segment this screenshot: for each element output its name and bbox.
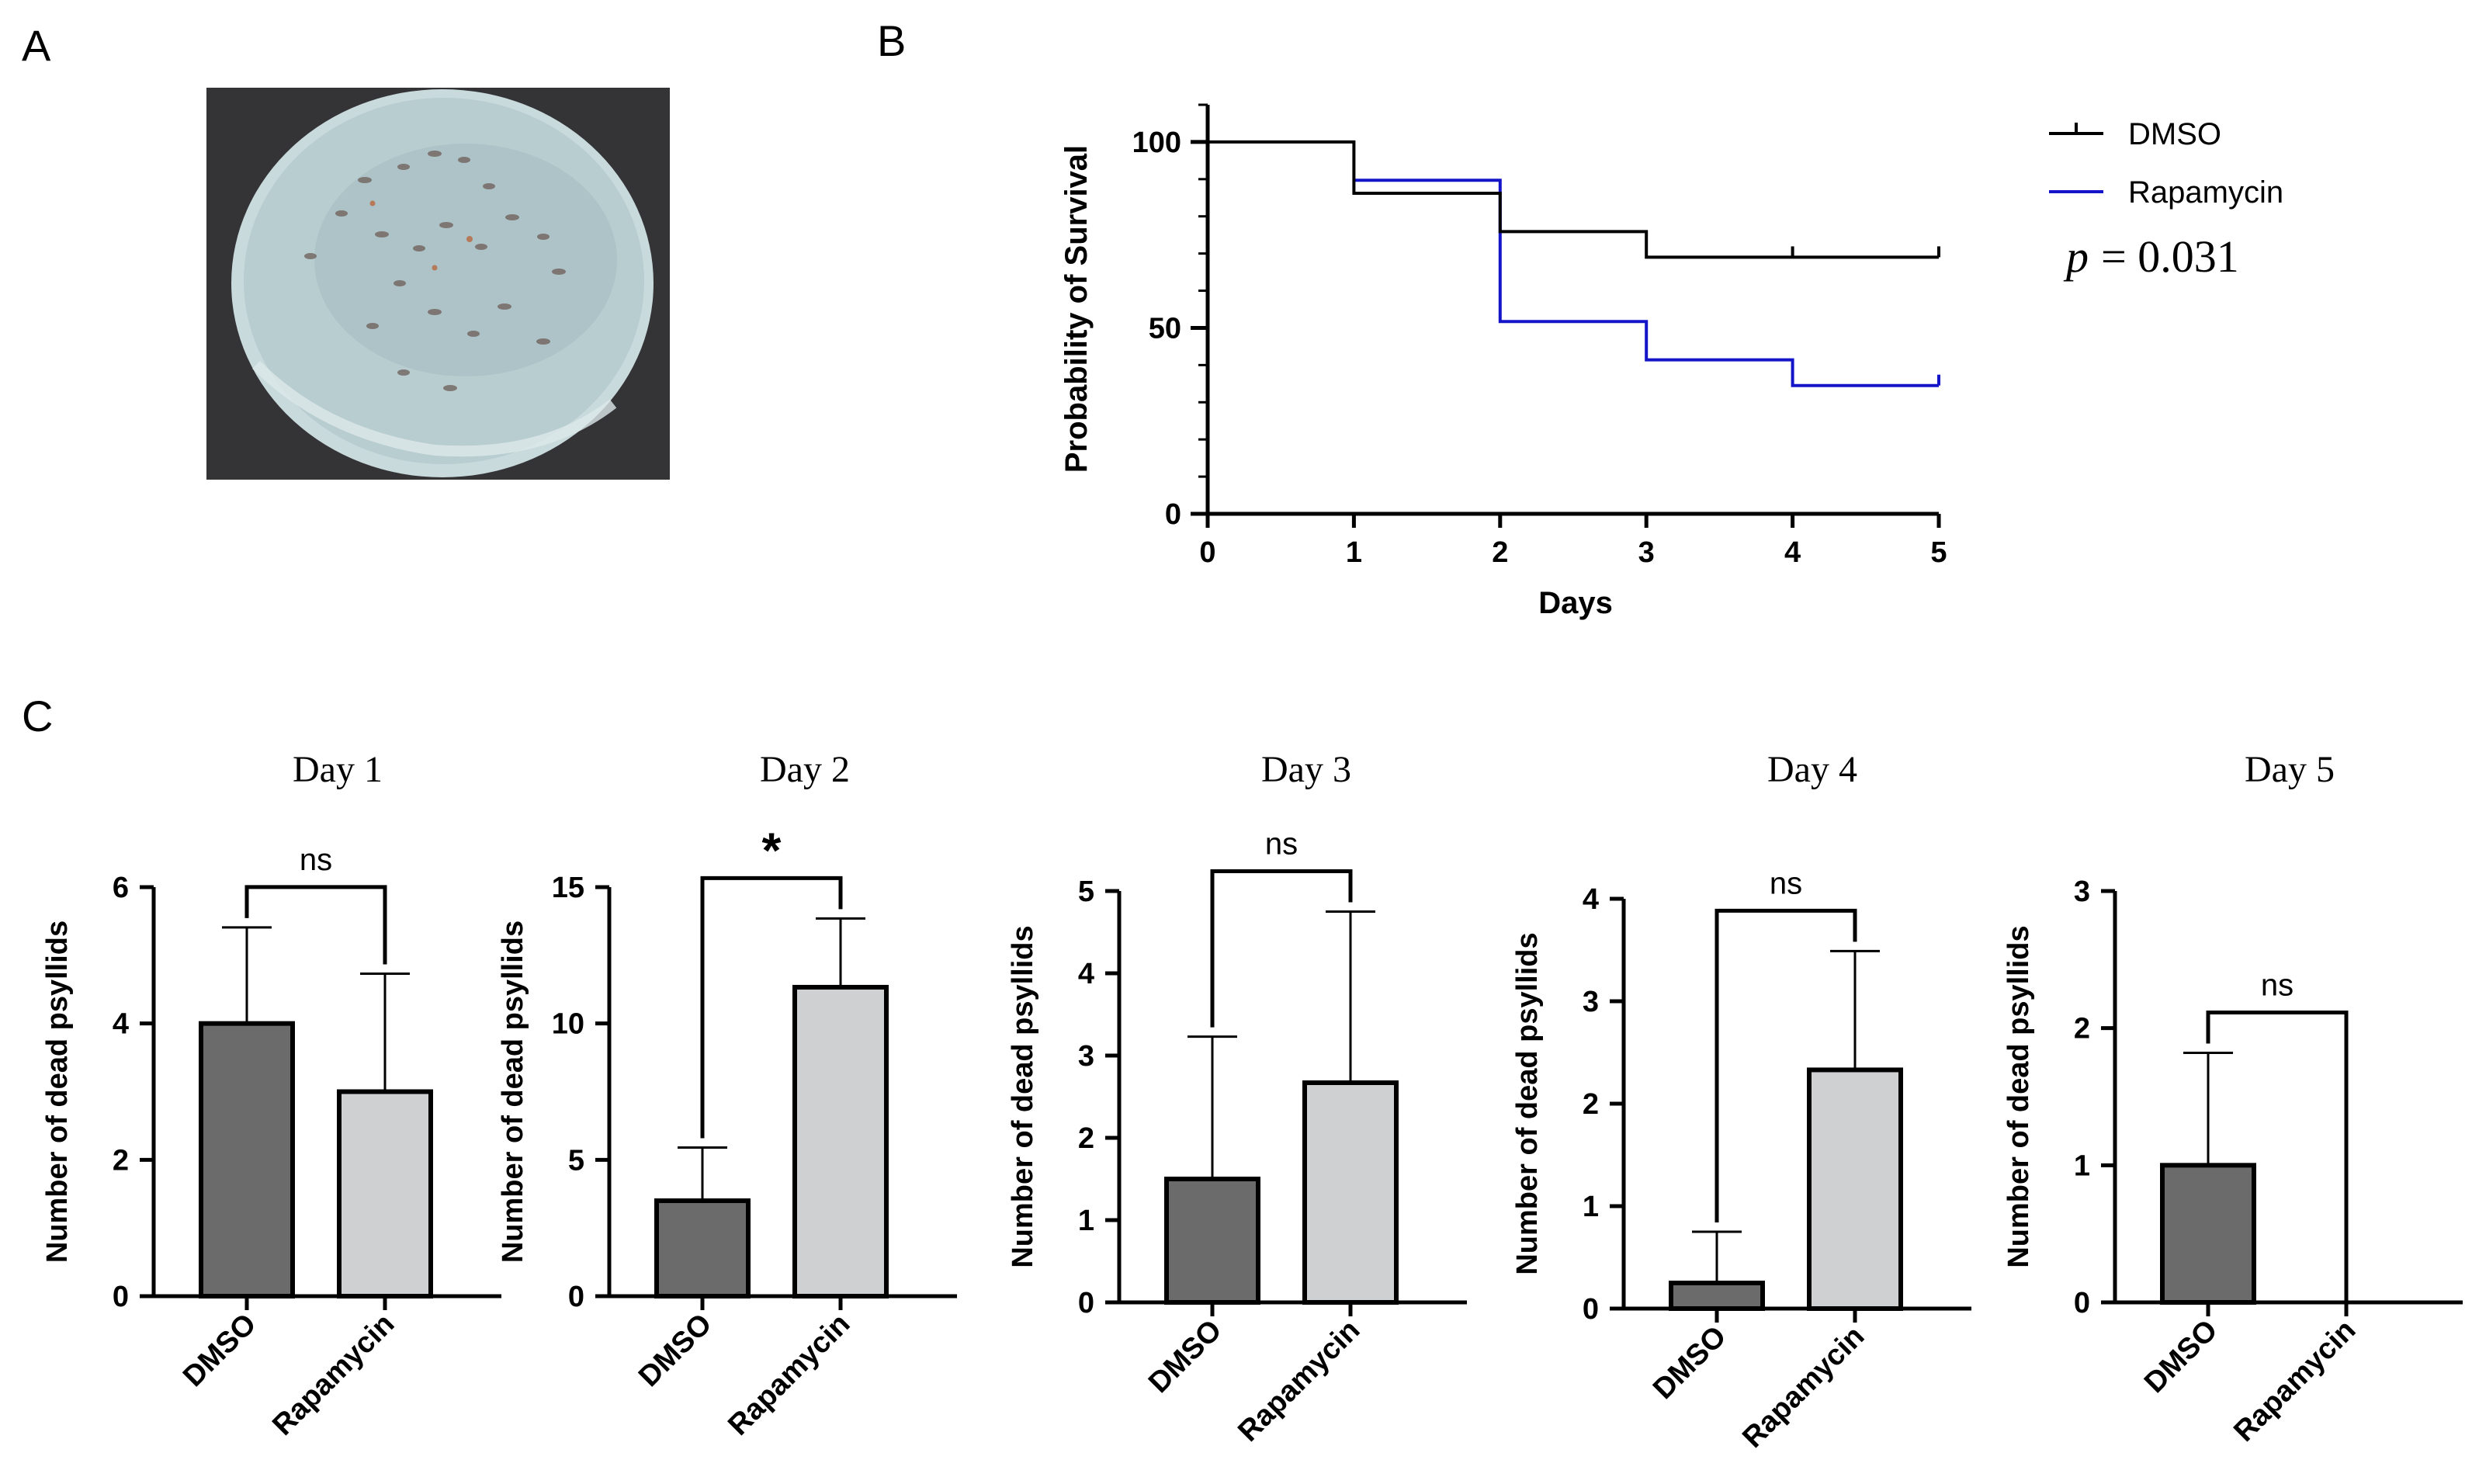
bar-y-tick-label: 3: [1078, 1040, 1094, 1073]
significance-bracket: [1210, 869, 1353, 1028]
survival-y-axis-label: Probability of Survival: [1059, 145, 1094, 473]
significance-bracket: [244, 885, 387, 965]
survival-x-axis-label: Days: [1538, 586, 1613, 620]
panel-label-c: C: [22, 692, 53, 740]
bar-y-tick-label: 2: [1078, 1122, 1094, 1155]
p-value-annotation: p = 0.031: [2063, 231, 2239, 282]
survival-y-tick-label: 50: [1149, 312, 1181, 345]
bar-chart-day1: Day 1 Number of dead psyllids 0 2 4 6 DMSO Rapa…: [41, 749, 501, 1442]
bar-rapamycin: [1302, 1080, 1399, 1305]
legend-dmso-label: DMSO: [2128, 117, 2221, 151]
bar-y-tick-label: 0: [568, 1281, 584, 1313]
bar-chart-day2: Day 2 Number of dead psyllids 0 5 10 15 DMSO Ra…: [497, 749, 957, 1442]
bar-y-tick-label: 4: [1078, 958, 1094, 990]
survival-legend: DMSO Rapamycin: [2049, 117, 2283, 210]
bar-x-tick-label: Rapamycin: [1232, 1314, 1366, 1448]
bar-x-tick-label: DMSO: [177, 1308, 262, 1393]
bar-y-tick-label: 3: [1583, 986, 1599, 1018]
bar-x-tick-label: Rapamycin: [722, 1308, 856, 1442]
bar-rapamycin: [792, 984, 889, 1298]
bar-rapamycin: [337, 1089, 433, 1298]
significance-label: ns: [1265, 827, 1298, 862]
significance-bracket: [2206, 1010, 2349, 1302]
bar-x-tick-label: DMSO: [2138, 1314, 2224, 1399]
bar-y-axis-label: Number of dead psyllids: [497, 921, 529, 1263]
bar-chart-title: Day 3: [1261, 749, 1351, 790]
bar-chart-title: Day 5: [2245, 749, 2335, 790]
bar-y-axis-label: Number of dead psyllids: [2002, 925, 2035, 1267]
survival-x-tick-label: 2: [1492, 536, 1508, 569]
bar-x-tick-label: Rapamycin: [2228, 1314, 2362, 1448]
bar-y-tick-label: 5: [568, 1144, 584, 1177]
survival-y-tick-label: 0: [1165, 498, 1181, 531]
bar-chart-title: Day 4: [1767, 749, 1857, 790]
bar-y-tick-label: 10: [552, 1008, 584, 1041]
bar-x-tick-label: DMSO: [1647, 1320, 1732, 1406]
bar-dmso: [1669, 1281, 1765, 1311]
bar-chart-day3: Day 3 Number of dead psyllids 0 1 2 3 4 5 DMSO Ra…: [1007, 749, 1467, 1448]
significance-bracket: [700, 875, 843, 1139]
bar-y-tick-label: 1: [1583, 1191, 1599, 1223]
bar-y-tick-label: 0: [1078, 1287, 1094, 1319]
significance-label: ns: [2261, 968, 2294, 1002]
bar-y-axis-label: Number of dead psyllids: [1007, 925, 1039, 1267]
bar-y-tick-label: 2: [1583, 1088, 1599, 1121]
p-symbol: p: [2063, 231, 2089, 282]
survival-x-tick-label: 4: [1784, 536, 1801, 569]
bar-y-tick-label: 3: [2074, 875, 2090, 908]
survival-y-tick-label: 100: [1132, 127, 1181, 159]
bar-chart-day5: Day 5 Number of dead psyllids 0 1 2 3 DMSO Rapa…: [2002, 749, 2463, 1448]
bar-dmso: [199, 1021, 295, 1298]
bar-y-tick-label: 2: [2074, 1013, 2090, 1045]
bar-y-tick-label: 6: [113, 872, 129, 904]
survival-x-tick-label: 0: [1199, 536, 1215, 569]
bar-rapamycin: [1807, 1067, 1903, 1311]
significance-label: ns: [300, 843, 332, 877]
bar-dmso: [2160, 1163, 2256, 1305]
bar-x-tick-label: DMSO: [633, 1308, 718, 1393]
panel-label-a: A: [22, 21, 51, 70]
bar-chart-title: Day 1: [293, 749, 383, 790]
survival-line-rapamycin: [1354, 179, 1939, 387]
bar-dmso: [654, 1198, 751, 1298]
bar-y-tick-label: 2: [113, 1144, 129, 1177]
survival-line-dmso: [1208, 140, 1939, 259]
bar-chart-title: Day 2: [760, 749, 850, 790]
survival-x-tick-label: 5: [1930, 536, 1947, 569]
bar-y-tick-label: 0: [1583, 1293, 1599, 1326]
bar-y-axis-label: Number of dead psyllids: [1511, 932, 1544, 1274]
bar-y-axis-label: Number of dead psyllids: [41, 921, 74, 1263]
survival-x-tick-label: 3: [1638, 536, 1655, 569]
panel-label-b: B: [877, 16, 906, 65]
legend-rapamycin-label: Rapamycin: [2128, 175, 2283, 210]
bar-y-tick-label: 5: [1078, 875, 1094, 908]
significance-label: *: [762, 822, 782, 878]
bar-x-tick-label: Rapamycin: [266, 1308, 400, 1442]
bar-chart-day4: Day 4 Number of dead psyllids 0 1 2 3 4 DMSO Rap…: [1511, 749, 1971, 1455]
bar-y-tick-label: 0: [113, 1281, 129, 1313]
survival-chart: 0 50 100 0 1 2 3 4 5 Days Probability of Surviva…: [1059, 103, 2283, 620]
bar-y-tick-label: 4: [1583, 883, 1599, 916]
bar-dmso: [1164, 1177, 1260, 1305]
bar-x-tick-label: Rapamycin: [1736, 1320, 1871, 1455]
significance-label: ns: [1770, 866, 1802, 900]
bar-y-tick-label: 0: [2074, 1287, 2090, 1319]
bar-y-tick-label: 1: [1078, 1205, 1094, 1237]
bar-y-tick-label: 4: [113, 1008, 129, 1041]
petri-dish-photo: [206, 88, 670, 480]
bar-y-tick-label: 1: [2074, 1149, 2090, 1182]
significance-bracket: [1714, 908, 1857, 1222]
p-value: = 0.031: [2101, 231, 2239, 282]
bar-x-tick-label: DMSO: [1142, 1314, 1228, 1399]
bar-y-tick-label: 15: [552, 872, 584, 904]
survival-x-tick-label: 1: [1346, 536, 1362, 569]
